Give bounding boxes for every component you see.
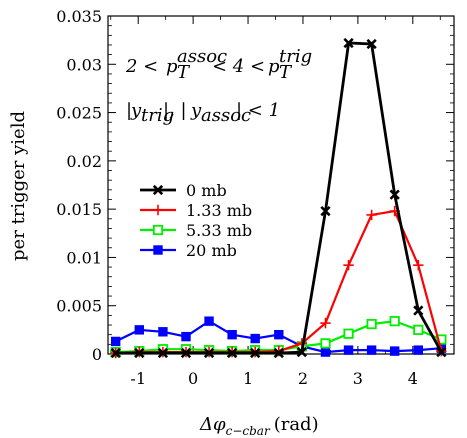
data-point — [413, 345, 424, 355]
data-point — [436, 346, 447, 358]
svg-text:p: p — [166, 56, 178, 77]
y-tick-label: 0.01 — [66, 248, 102, 267]
x-tick-label: 2 — [298, 369, 308, 388]
x-axis-label-unit: (rad) — [274, 414, 319, 435]
legend-marker — [152, 224, 164, 236]
data-point — [134, 347, 145, 359]
legend-item: 20 mb — [140, 241, 237, 260]
data-point — [110, 347, 121, 359]
svg-text:p: p — [268, 56, 280, 77]
legend-item: 5.33 mb — [140, 221, 252, 240]
x-tick-label: 4 — [408, 369, 418, 388]
x-tick-label: 1 — [243, 369, 253, 388]
legend-marker — [152, 184, 164, 196]
data-point — [320, 338, 331, 349]
data-point — [274, 329, 284, 340]
data-point — [343, 345, 354, 355]
legend-label: 20 mb — [186, 241, 237, 260]
svg-text:T: T — [279, 62, 293, 83]
x-tick-label: 0 — [188, 369, 198, 388]
data-point — [227, 347, 238, 359]
data-point — [157, 347, 169, 359]
data-point — [158, 327, 168, 337]
svg-text:assoc: assoc — [177, 46, 227, 67]
legend-marker — [153, 245, 163, 255]
data-point — [250, 347, 261, 359]
svg-text:y: y — [190, 100, 202, 121]
data-point — [320, 205, 331, 217]
y-tick-label: 0.02 — [66, 152, 102, 171]
svg-text:|: | — [126, 100, 132, 121]
data-point — [227, 329, 237, 340]
x-tick-label: 3 — [353, 369, 363, 388]
data-point — [180, 347, 192, 359]
data-point — [366, 209, 377, 221]
svg-text:y: y — [130, 100, 142, 121]
svg-text:|, |: |, | — [163, 100, 187, 121]
data-point — [366, 318, 377, 330]
legend-marker — [152, 204, 164, 216]
svg-text:assoc: assoc — [201, 105, 251, 126]
svg-text:trig: trig — [279, 46, 312, 67]
x-tick-label: -1 — [130, 369, 146, 388]
data-point — [343, 328, 354, 339]
data-point — [110, 336, 121, 347]
data-point — [366, 38, 377, 50]
y-tick-label: 0.015 — [56, 200, 102, 219]
data-point — [343, 259, 354, 271]
data-point — [250, 333, 260, 344]
y-tick-label: 0.03 — [66, 55, 102, 74]
data-point — [204, 316, 214, 326]
data-point — [343, 37, 354, 49]
data-point — [181, 331, 191, 342]
svg-text:< 4 <: < 4 < — [212, 56, 265, 77]
data-point — [320, 347, 331, 357]
data-point — [366, 345, 377, 355]
legend-label: 0 mb — [186, 181, 227, 200]
data-point — [296, 346, 307, 358]
plot-layer: 0 0.005 0.01 0.015 0.02 0.025 0.03 0.035 -1 0 1 2 3 4 — [56, 7, 455, 388]
x-axis-label: Δφc−cbar (rad) — [199, 414, 319, 438]
data-point — [203, 347, 215, 359]
data-point — [389, 189, 400, 200]
legend-item: 1.33 mb — [140, 201, 252, 220]
y-axis-label: per trigger yield — [8, 111, 29, 261]
y-tick-label: 0 — [92, 345, 102, 364]
y-tick-label: 0.005 — [56, 297, 102, 316]
annotation-pt-range: 2 < p T assoc < 4 < p T trig — [125, 46, 312, 83]
y-tick-label: 0.035 — [56, 7, 102, 26]
data-point — [413, 259, 424, 271]
svg-text:T: T — [177, 62, 191, 83]
data-point — [134, 325, 145, 335]
svg-text:trig: trig — [141, 105, 174, 126]
data-point — [413, 324, 424, 335]
annotation-rapidity: | y trig |, | y assoc | < 1 — [126, 100, 280, 126]
x-axis-label-main: Δφ — [199, 414, 226, 435]
svg-text:2 <: 2 < — [125, 56, 158, 77]
legend-label: 5.33 mb — [186, 221, 252, 240]
data-point — [413, 305, 424, 316]
y-tick-label: 0.025 — [56, 104, 102, 123]
x-axis-label-sub: c−cbar — [226, 424, 271, 438]
data-point — [320, 317, 331, 329]
data-point — [273, 347, 284, 359]
legend-item: 0 mb — [140, 181, 227, 200]
data-point — [389, 346, 400, 356]
data-point — [389, 316, 400, 327]
legend-label: 1.33 mb — [186, 201, 252, 220]
svg-text:| < 1: | < 1 — [236, 100, 280, 121]
